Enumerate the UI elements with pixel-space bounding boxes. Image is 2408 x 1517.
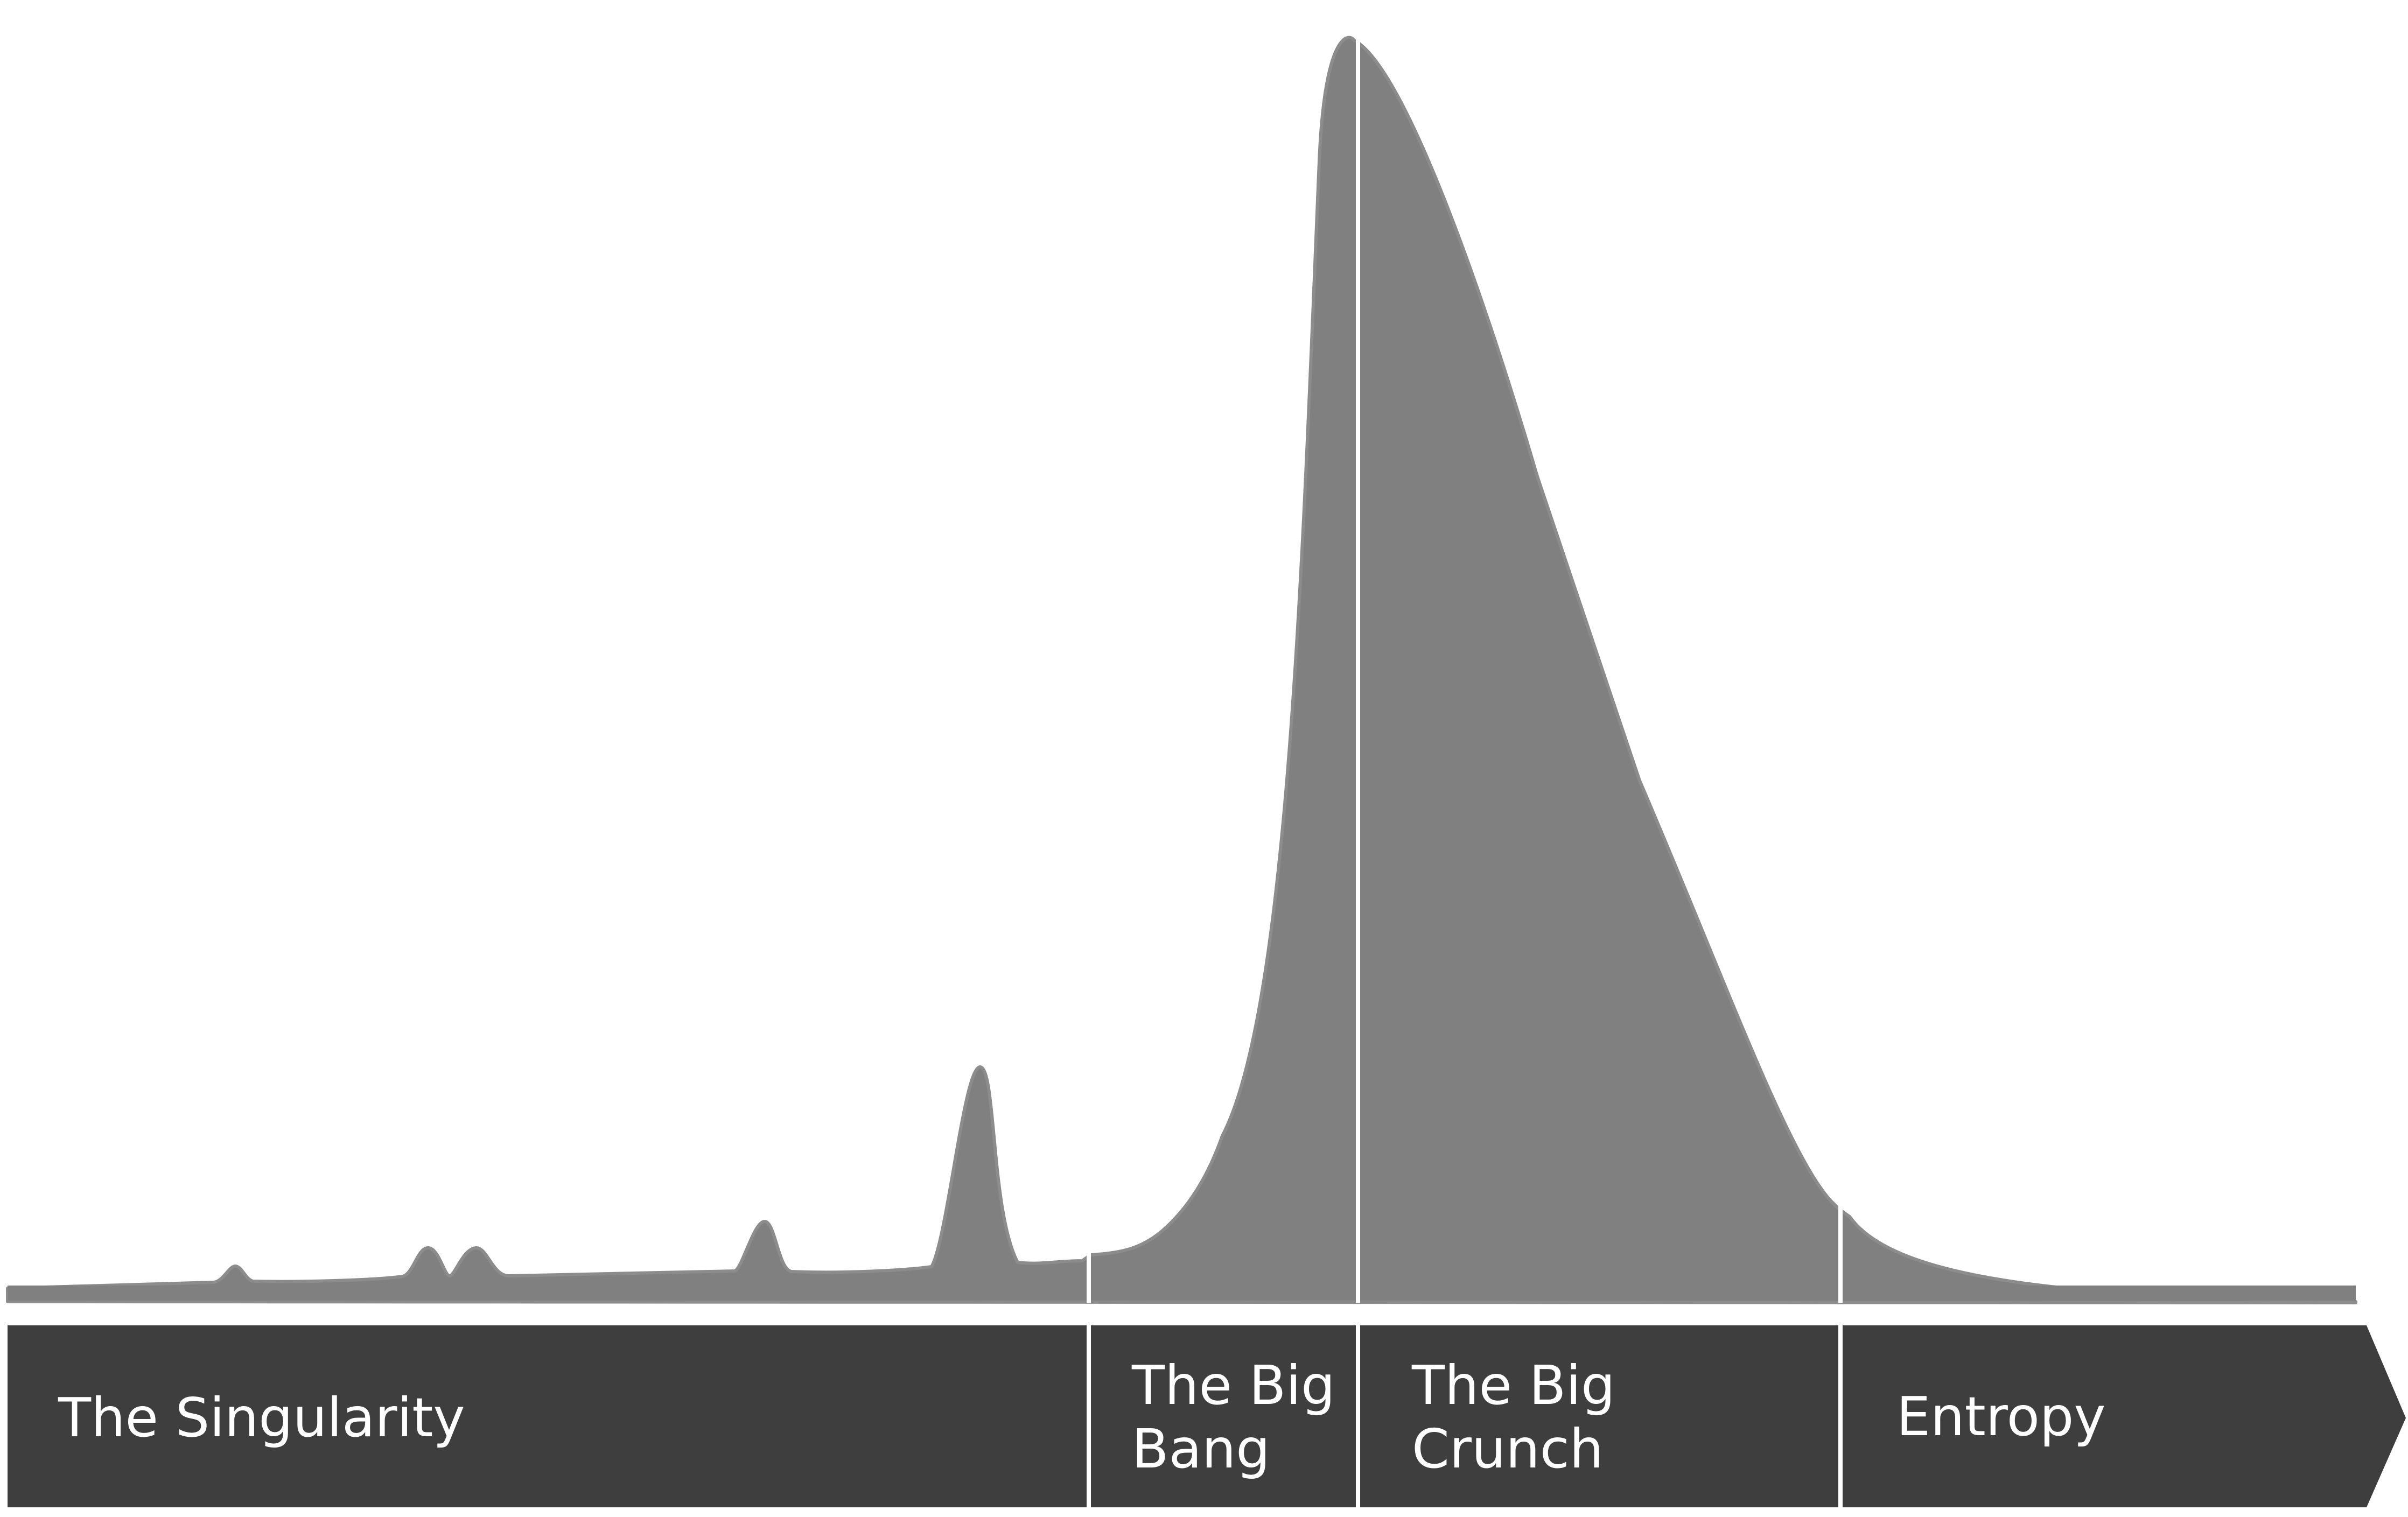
divider-line-3 [1838, 1205, 1843, 1303]
phase-label-big-bang-line-2: Bang [1132, 1417, 1270, 1480]
divider-line-2 [1356, 22, 1360, 1303]
phase-bar [8, 1325, 2406, 1507]
phase-label-big-crunch-line-1: The Big [1411, 1354, 1615, 1417]
phase-label-big-crunch-line-2: Crunch [1412, 1417, 1604, 1480]
divider-line-1 [1087, 1253, 1091, 1303]
phase-divider-3 [1838, 1323, 1843, 1509]
phase-divider-1 [1087, 1323, 1091, 1509]
phase-label-big-bang-line-1: The Big [1131, 1354, 1335, 1417]
phase-label-entropy: Entropy [1896, 1385, 2106, 1448]
curve-baseline [8, 1286, 2356, 1301]
phase-divider-2 [1356, 1323, 1360, 1509]
activity-curve [6, 36, 2357, 1304]
phase-label-singularity: The Singularity [58, 1386, 465, 1449]
